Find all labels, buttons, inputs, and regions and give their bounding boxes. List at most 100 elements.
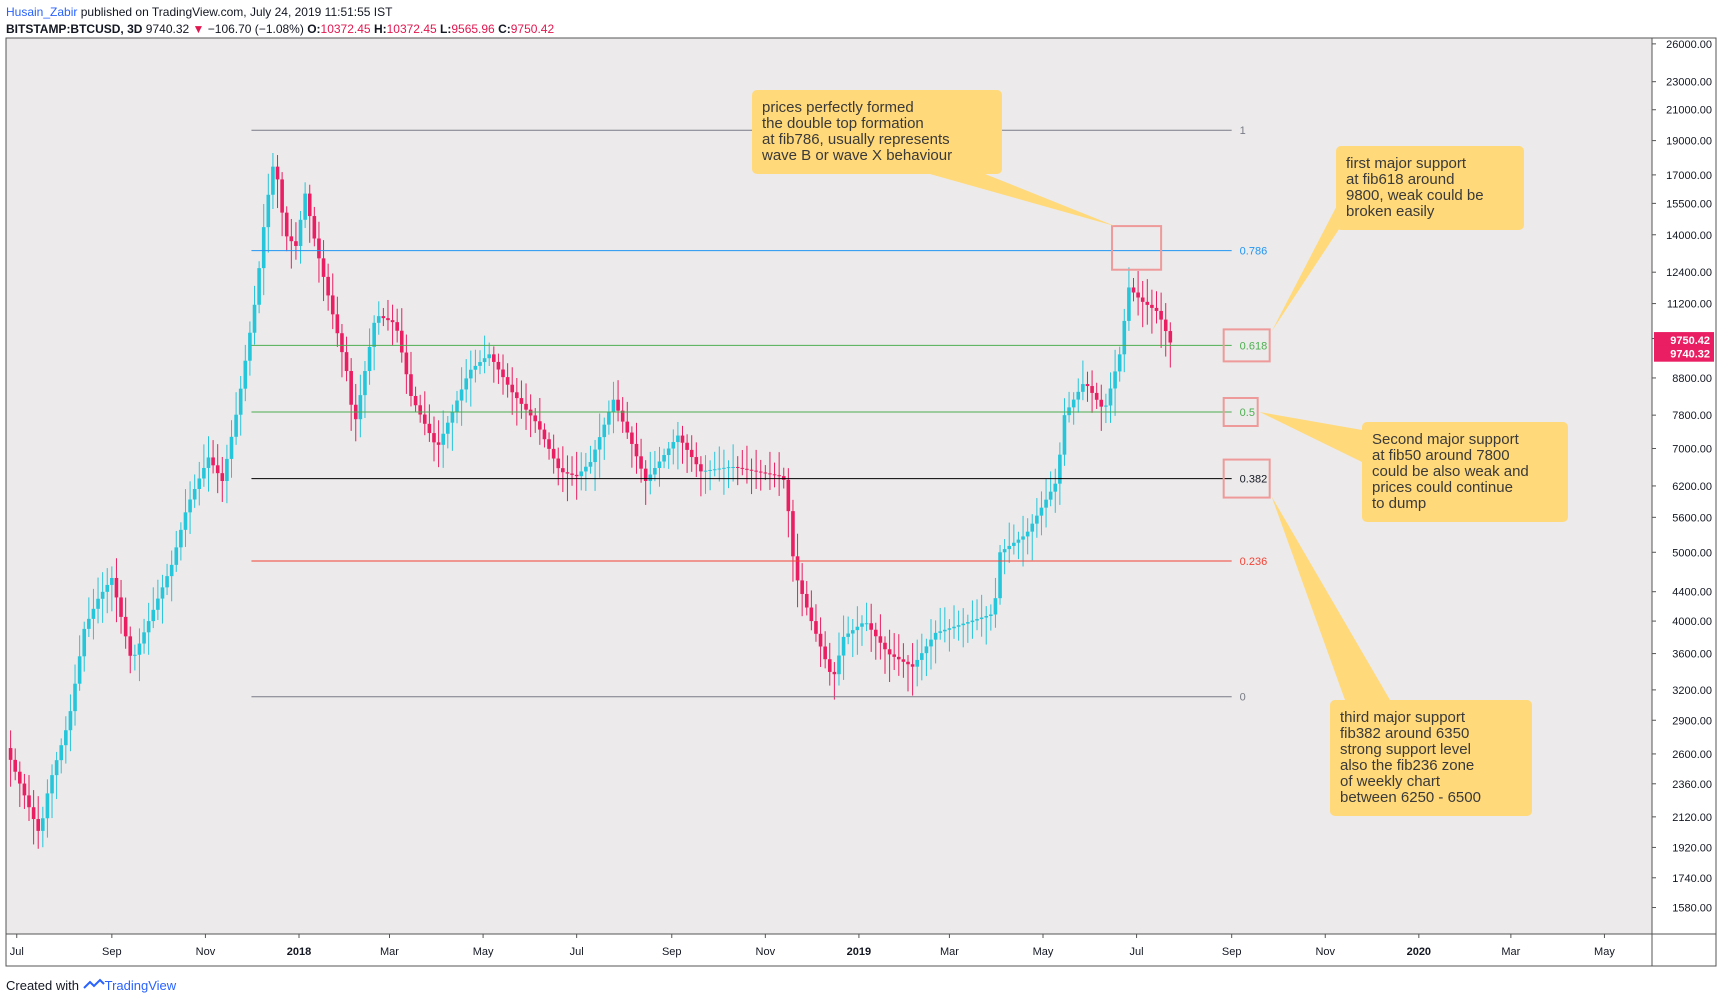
candle-body (703, 470, 708, 472)
candle-body (1007, 545, 1012, 550)
candle-body (970, 620, 975, 623)
candle-92 (432, 416, 436, 462)
candle-76 (358, 374, 363, 438)
candle-body (390, 320, 395, 323)
candle-155 (722, 449, 726, 495)
candle-body (165, 576, 169, 588)
candle-body (317, 238, 321, 259)
price-tag-0 (1654, 332, 1714, 349)
candle-body (630, 432, 634, 444)
candle-118 (551, 434, 556, 474)
candle-240 (1113, 349, 1117, 416)
candle-115 (538, 397, 542, 445)
candle-90 (422, 391, 427, 436)
author-link[interactable]: Husain_Zabir (6, 5, 78, 19)
y-tick-label: 11200.00 (1667, 299, 1712, 311)
candle-body (850, 630, 855, 634)
double-top-box (1111, 225, 1163, 271)
candle-3 (22, 773, 27, 809)
candle-body (376, 316, 381, 323)
candle-12 (64, 716, 68, 764)
candle-24 (119, 579, 123, 634)
candle-158 (735, 456, 740, 486)
candle-body (427, 423, 432, 434)
candle-39 (188, 481, 192, 534)
candle-body (1099, 399, 1104, 407)
callout-line: third major support (1340, 709, 1466, 726)
candle-109 (510, 367, 515, 415)
y-tick-label: 23000.00 (1666, 77, 1712, 89)
candle-body (1122, 320, 1127, 355)
candle-body (887, 649, 892, 655)
candle-61 (289, 218, 294, 269)
x-tick-label: May (473, 946, 494, 958)
candle-57 (271, 153, 275, 209)
candle-145 (676, 421, 680, 470)
price-change: −106.70 (−1.08%) (207, 22, 304, 36)
callout-pointer (930, 174, 1116, 227)
candle-67 (317, 221, 321, 283)
candle-body (984, 616, 989, 618)
candle-21 (105, 568, 110, 614)
candle-189 (878, 614, 883, 660)
candle-198 (920, 633, 924, 681)
callout-line: of weekly chart (1340, 773, 1441, 790)
candle-body (510, 384, 515, 393)
candle-186 (864, 602, 869, 632)
candle-body (473, 365, 478, 370)
candle-214 (993, 577, 998, 628)
candle-0 (8, 730, 13, 787)
candle-207 (961, 608, 966, 648)
candle-body (96, 598, 100, 609)
candle-body (735, 466, 740, 468)
candle-body (846, 633, 850, 637)
candle-142 (662, 448, 666, 469)
candle-body (54, 760, 59, 776)
candle-40 (192, 474, 197, 508)
candle-49 (234, 392, 238, 445)
candle-body (551, 448, 556, 459)
candle-body (1053, 483, 1058, 492)
candle-body (128, 636, 133, 656)
candle-body (938, 631, 943, 633)
candle-body (901, 659, 906, 662)
candle-235 (1090, 370, 1094, 413)
candle-178 (827, 642, 832, 686)
callout-line: between 6250 - 6500 (1340, 789, 1481, 806)
candle-body (740, 467, 745, 469)
candle-body (864, 623, 869, 625)
candle-body (607, 412, 611, 425)
tradingview-logo-icon (82, 978, 105, 993)
y-tick-label: 26000.00 (1666, 39, 1712, 51)
tradingview-brand[interactable]: TradingView (104, 978, 177, 993)
candle-166 (772, 462, 777, 488)
candle-101 (473, 349, 478, 383)
candle-body (561, 468, 565, 473)
candle-91 (427, 404, 432, 442)
candle-body (772, 474, 777, 476)
y-tick-label: 1740.00 (1672, 873, 1712, 885)
candle-body (349, 371, 353, 405)
close-label: C: (498, 22, 511, 36)
candle-72 (340, 323, 344, 378)
candle-body (1021, 536, 1025, 540)
candle-78 (367, 328, 372, 385)
candle-body (492, 354, 496, 362)
candle-247 (1145, 279, 1150, 325)
candle-body (413, 395, 418, 406)
candle-172 (800, 563, 804, 617)
candle-125 (584, 452, 588, 491)
candle-body (142, 632, 146, 644)
candle-163 (758, 459, 763, 491)
close-value: 9750.42 (510, 22, 555, 36)
candle-110 (515, 378, 519, 426)
candle-body (105, 584, 110, 592)
x-tick-label: May (1033, 946, 1054, 958)
candle-143 (666, 442, 671, 469)
created-with-text: Created with (6, 978, 79, 993)
callout-line: strong support level (1340, 741, 1471, 758)
candle-127 (593, 439, 597, 491)
candle-body (910, 664, 915, 667)
candle-108 (505, 363, 510, 398)
